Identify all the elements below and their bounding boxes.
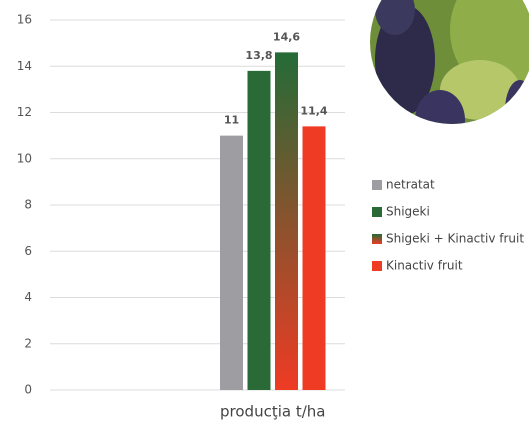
legend-swatch <box>372 261 382 271</box>
y-tick-label: 12 <box>17 105 32 119</box>
y-tick-label: 10 <box>17 151 32 165</box>
bar <box>275 52 298 390</box>
y-tick-label: 8 <box>24 198 32 212</box>
data-label: 11 <box>224 114 239 127</box>
y-tick-label: 16 <box>17 13 32 27</box>
legend-label: Shigeki + Kinactiv fruit <box>386 232 524 246</box>
y-tick-label: 0 <box>24 383 32 397</box>
y-tick-label: 4 <box>24 290 32 304</box>
legend-label: Kinactiv fruit <box>386 259 463 273</box>
data-label: 11,4 <box>300 104 327 117</box>
data-label: 13,8 <box>245 49 272 62</box>
y-tick-label: 6 <box>24 244 32 258</box>
y-tick-label: 14 <box>17 59 32 73</box>
grape-photo <box>370 0 529 124</box>
x-tick-label: producţia t/ha <box>220 403 325 421</box>
legend-label: Shigeki <box>386 205 430 219</box>
data-label: 14,6 <box>273 30 300 43</box>
y-tick-label: 2 <box>24 336 32 350</box>
bar <box>220 135 243 390</box>
legend-swatch <box>372 207 382 217</box>
bar <box>247 70 271 390</box>
legend-swatch <box>372 234 382 244</box>
legend-swatch <box>372 180 382 190</box>
bar <box>302 126 326 390</box>
legend-label: netratat <box>386 178 435 192</box>
